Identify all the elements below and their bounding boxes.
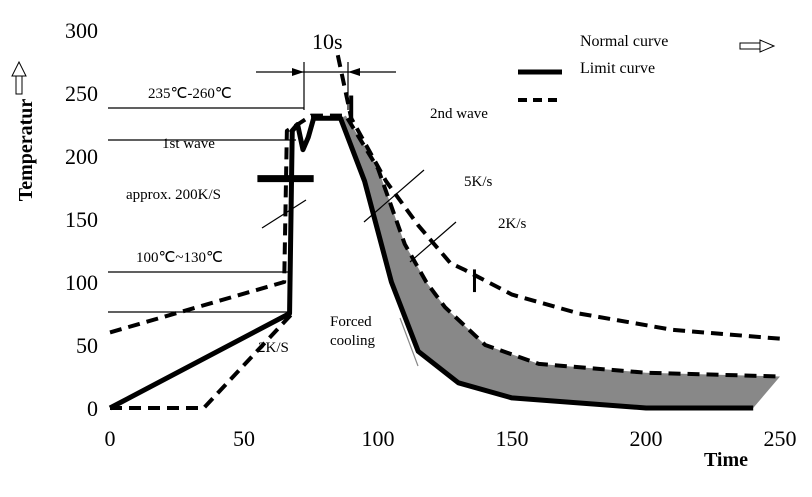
annotation-ramp-rate: approx. 200K/S xyxy=(126,187,221,203)
forced-cooling-leader xyxy=(399,317,419,367)
x-tick-label: 0 xyxy=(105,426,116,451)
x-tick-label: 250 xyxy=(764,426,797,451)
annotation-first-wave: 1st wave xyxy=(162,136,215,152)
cooling-band xyxy=(340,115,780,409)
x-tick-label: 100 xyxy=(362,426,395,451)
series-line-0 xyxy=(108,115,754,411)
ramp-rate-leader xyxy=(261,199,307,229)
y-tick-label: 50 xyxy=(76,333,98,358)
annotation-forced-cooling: Forced cooling xyxy=(330,314,375,349)
x-tick-label: 200 xyxy=(630,426,663,451)
series-line-2 xyxy=(110,312,294,410)
forced-cooling-line-2: cooling xyxy=(330,333,375,349)
x-tick-label: 50 xyxy=(233,426,255,451)
arrow-up-icon xyxy=(11,60,27,95)
annotation-preheat-range: 100℃~130℃ xyxy=(136,250,223,266)
annotation-second-wave: 2nd wave xyxy=(430,106,488,122)
series-line-1 xyxy=(109,113,781,379)
annotation-10s: 10s xyxy=(312,29,343,54)
chart-marks xyxy=(108,54,781,411)
annotation-peak-range: 235℃-260℃ xyxy=(148,86,232,102)
legend-label-limit: Limit curve xyxy=(580,60,655,77)
bracket-arrow-left-icon xyxy=(348,68,360,76)
y-tick-label: 250 xyxy=(65,81,98,106)
y-axis-title: Temperatur xyxy=(15,99,37,202)
annotation-5ks: 5K/s xyxy=(464,174,493,190)
x-axis-title: Time xyxy=(704,449,748,471)
tick-labels: 0 50 100 150 200 250 0 50 100 150 200 250 300 xyxy=(65,18,797,451)
y-tick-label: 150 xyxy=(65,207,98,232)
annotation-lines xyxy=(108,62,457,367)
y-tick-label: 0 xyxy=(87,396,98,421)
bracket-arrow-right-icon xyxy=(292,68,304,76)
y-tick-label: 300 xyxy=(65,18,98,43)
arrow-right-icon xyxy=(739,39,776,53)
annotation-2ks-upper: 2K/S xyxy=(258,340,289,356)
series-line-3 xyxy=(335,54,781,341)
five-ks-leader xyxy=(363,169,425,223)
y-tick-label: 100 xyxy=(65,270,98,295)
two-ks-leader xyxy=(409,221,457,263)
forced-cooling-line-1: Forced xyxy=(330,314,372,330)
bracket-arrows xyxy=(292,68,360,76)
x-tick-label: 150 xyxy=(496,426,529,451)
legend-label-normal: Normal curve xyxy=(580,33,668,50)
y-tick-label: 200 xyxy=(65,144,98,169)
annotation-2ks: 2K/s xyxy=(498,216,527,232)
